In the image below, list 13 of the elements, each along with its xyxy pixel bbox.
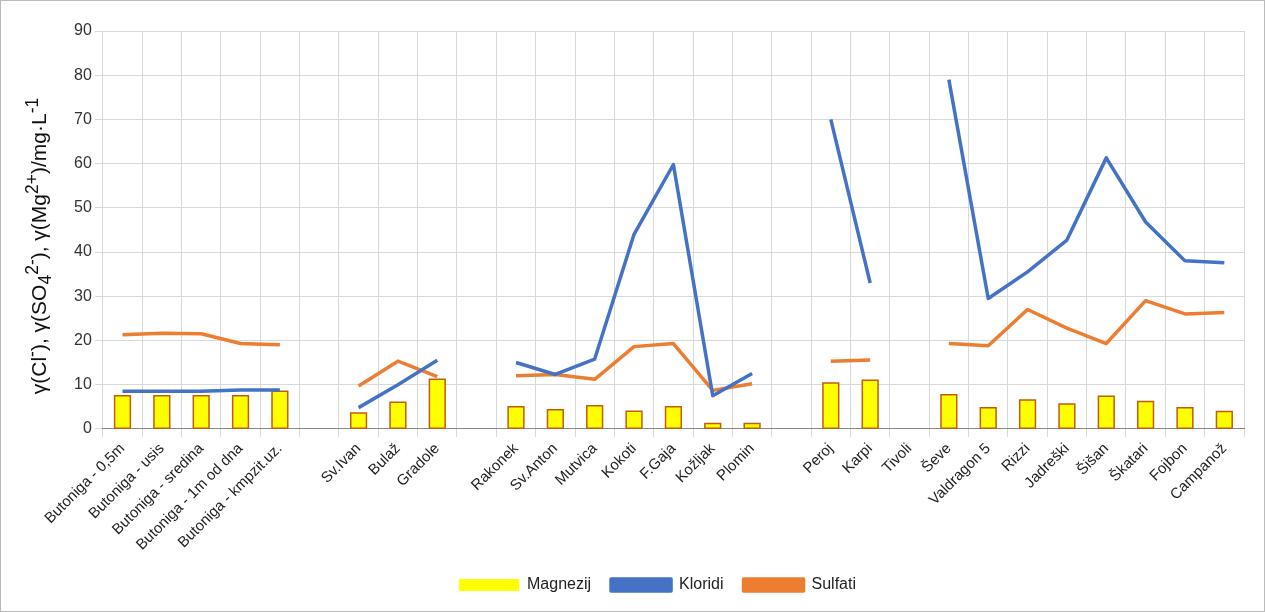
legend-label: Kloridi (679, 575, 724, 593)
y-tick-label: 30 (74, 286, 92, 304)
legend-label: Magnezij (527, 575, 592, 593)
y-tick-label: 50 (74, 198, 92, 216)
y-tick-label: 90 (74, 21, 92, 39)
y-tick-label: 0 (82, 419, 92, 437)
legend-label: Sulfati (811, 575, 856, 593)
y-tick-label: 40 (74, 242, 92, 260)
y-tick-label: 60 (74, 154, 92, 172)
y-tick-label: 10 (74, 375, 92, 393)
y-tick-label: 80 (74, 65, 92, 83)
y-tick-label: 20 (74, 330, 92, 348)
y-tick-label: 70 (74, 109, 92, 127)
